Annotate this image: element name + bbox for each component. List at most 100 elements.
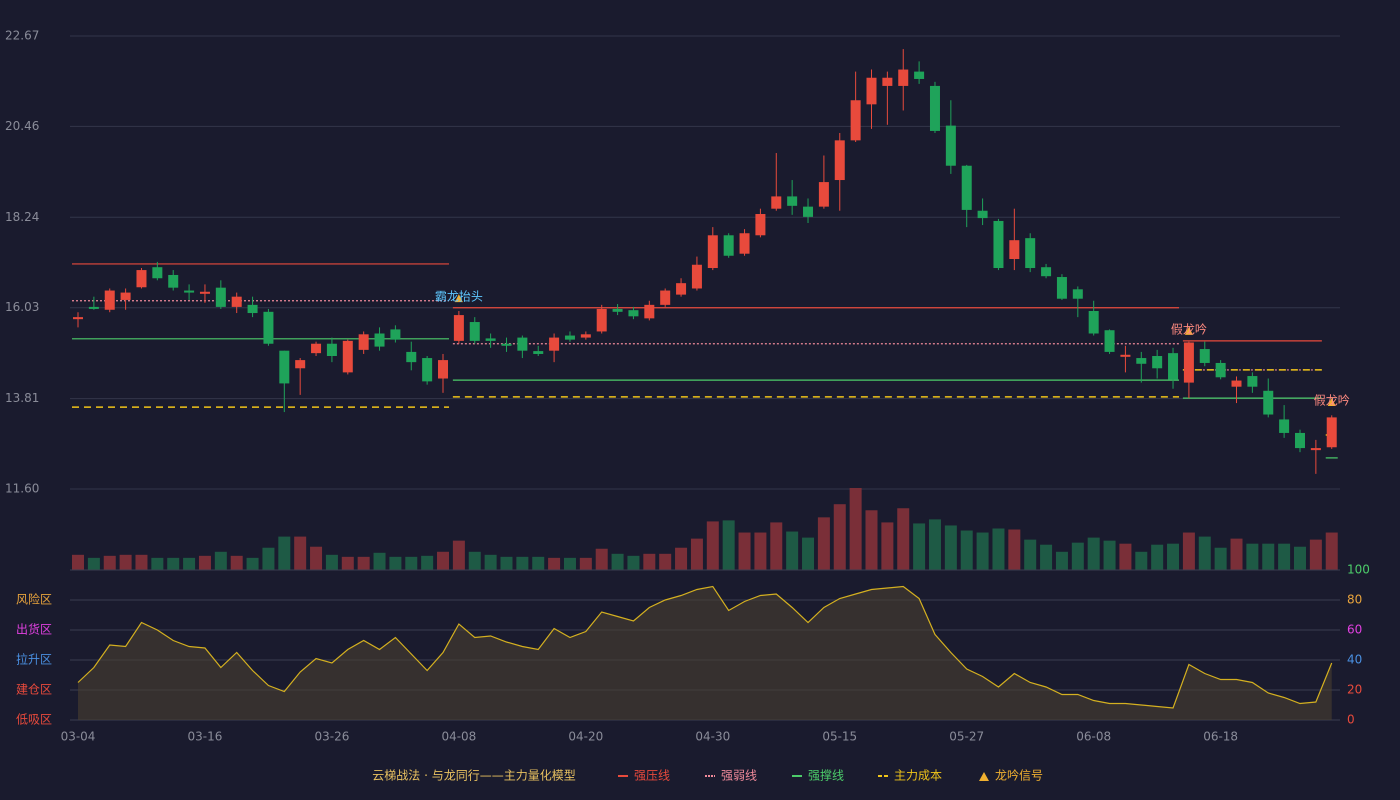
volume-bar (563, 557, 576, 570)
y-tick-label: 80 (1347, 593, 1362, 607)
candle-body (1247, 376, 1258, 387)
candle-body (295, 360, 306, 369)
candle-body (612, 308, 623, 312)
volume-bar (770, 522, 783, 570)
volume-bar (119, 554, 132, 570)
candle-body (993, 220, 1004, 269)
y-tick-label: 100 (1347, 563, 1370, 577)
candle-body (1326, 417, 1337, 448)
volume-bar (548, 557, 561, 570)
y-tick-label: 13.81 (5, 391, 39, 405)
volume-bar (294, 536, 307, 570)
volume-bar (738, 532, 751, 570)
legend-swatch (979, 772, 989, 781)
candle-body (723, 235, 734, 256)
volume-bar (183, 557, 196, 570)
candle-body (231, 296, 242, 307)
x-tick-label: 04-30 (695, 730, 730, 744)
volume-bar (1182, 532, 1195, 570)
candle-body (1263, 390, 1274, 415)
candle-body (374, 333, 385, 347)
y-tick-label: 16.03 (5, 300, 39, 314)
volume-bar (1214, 547, 1227, 570)
volume-bar (437, 551, 450, 570)
candle-body (1088, 310, 1099, 334)
volume-bar (1103, 540, 1116, 570)
volume-bar (151, 557, 164, 570)
candle-body (676, 283, 687, 295)
volume-bar (421, 555, 434, 570)
volume-bar (325, 554, 338, 570)
volume-bar (627, 555, 640, 570)
candle-body (152, 267, 163, 279)
candle-body (1168, 353, 1179, 380)
volume-bar (1151, 544, 1164, 570)
volume-bar (1293, 546, 1306, 570)
candle-body (326, 343, 337, 357)
candle-body (882, 77, 893, 86)
volume-bar (357, 556, 370, 570)
volume-bar (1167, 543, 1180, 570)
x-tick-label: 04-08 (441, 730, 476, 744)
candle-body (596, 308, 607, 332)
x-tick-label: 03-04 (61, 730, 96, 744)
candle-body (501, 343, 512, 346)
candle-body (279, 350, 290, 384)
candle-body (850, 100, 861, 141)
zone-label: 风险区 (16, 592, 52, 607)
legend-label: 主力成本 (894, 769, 942, 783)
volume-bar (849, 488, 862, 570)
y-tick-label: 22.67 (5, 29, 39, 43)
y-tick-label: 18.24 (5, 210, 39, 224)
volume-bar (1230, 538, 1243, 570)
volume-bar (310, 546, 323, 570)
volume-bar (786, 531, 799, 570)
volume-bar (659, 553, 672, 570)
volume-bar (246, 557, 259, 570)
candle-body (199, 291, 210, 294)
osc-area (78, 586, 1332, 720)
signal-label: 假龙吟 (1314, 393, 1350, 408)
candle-body (184, 290, 195, 293)
x-tick-label: 06-08 (1076, 730, 1111, 744)
volume-bar (802, 537, 815, 570)
volume-bar (1262, 543, 1275, 570)
candle-body (453, 315, 464, 341)
volume-bar (1325, 532, 1338, 570)
candle-body (803, 206, 814, 217)
volume-bar (452, 540, 465, 570)
candle-body (136, 270, 147, 288)
candle-body (644, 304, 655, 319)
volume-bar (992, 528, 1005, 570)
legend-label: 龙吟信号 (995, 768, 1043, 783)
x-tick-label: 04-20 (568, 730, 603, 744)
volume-bar (928, 519, 941, 570)
signal-marker (1184, 326, 1193, 335)
candle-body (1215, 362, 1226, 378)
candle-body (1310, 448, 1321, 451)
candle-body (1025, 238, 1036, 269)
volume-bar (1087, 537, 1100, 570)
zone-label: 低吸区 (16, 713, 52, 727)
volume-bar (1071, 542, 1084, 570)
volume-bar (278, 536, 291, 570)
volume-bar (1198, 536, 1211, 570)
candle-body (818, 182, 829, 207)
volume-bar (389, 556, 402, 570)
candle-body (120, 292, 131, 300)
volume-bar (595, 548, 608, 570)
candle-body (517, 337, 528, 351)
volume-bar (135, 554, 148, 570)
x-tick-label: 05-27 (949, 730, 984, 744)
candle-body (1104, 330, 1115, 352)
x-tick-label: 03-16 (188, 730, 223, 744)
volume-bar (103, 555, 116, 570)
signal-label: 霸龙抬头 (435, 290, 483, 304)
volume-bar (262, 547, 275, 570)
candle-body (1056, 277, 1067, 299)
candle-body (549, 337, 560, 351)
candle-body (564, 335, 575, 340)
candle-body (1183, 342, 1194, 383)
legend-label: 强弱线 (721, 769, 757, 783)
volume-bar (706, 521, 719, 570)
